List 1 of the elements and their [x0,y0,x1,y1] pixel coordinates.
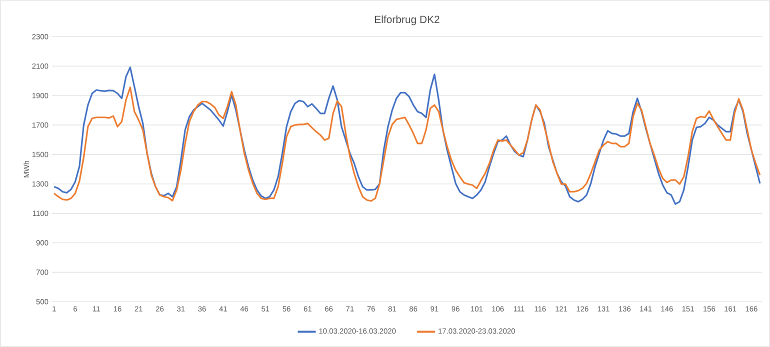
chart-title: Elforbrug DK2 [375,15,440,26]
